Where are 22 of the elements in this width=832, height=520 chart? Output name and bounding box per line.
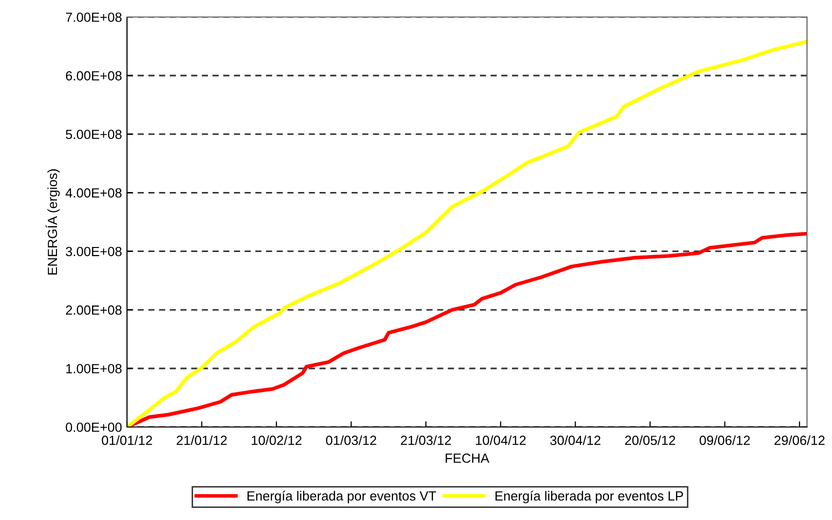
y-tick-label: 1.00E+08 bbox=[66, 364, 122, 374]
x-tick-label: 09/06/12 bbox=[700, 435, 750, 446]
x-tick-label: 01/03/12 bbox=[326, 435, 376, 446]
x-tick-label: 29/06/12 bbox=[774, 435, 825, 446]
y-tick-label: 2.00E+08 bbox=[66, 305, 122, 315]
x-tick-label: 30/04/12 bbox=[550, 435, 600, 446]
y-tick-label: 4.00E+08 bbox=[66, 188, 122, 198]
x-tick-label: 20/05/12 bbox=[625, 435, 676, 446]
x-tick-label: 10/02/12 bbox=[252, 435, 302, 446]
y-axis-title: ENERGÍA (ergios) bbox=[46, 169, 60, 274]
legend-label: Energía liberada por eventos LP bbox=[496, 490, 684, 504]
y-tick-label: 0.00E+00 bbox=[66, 422, 122, 432]
x-tick-label: 01/01/12 bbox=[102, 435, 152, 446]
x-tick-label: 21/01/12 bbox=[176, 435, 227, 446]
x-tick-label: 10/04/12 bbox=[476, 435, 526, 446]
y-tick-label: 5.00E+08 bbox=[66, 130, 122, 140]
y-tick-label: 3.00E+08 bbox=[66, 246, 122, 256]
legend-label: Energía liberada por eventos VT bbox=[248, 490, 436, 504]
x-axis-title: FECHA bbox=[446, 454, 490, 463]
y-tick-label: 6.00E+08 bbox=[66, 71, 122, 80]
y-tick-label: 7.00E+08 bbox=[66, 12, 122, 22]
x-tick-label: 21/03/12 bbox=[400, 435, 451, 446]
